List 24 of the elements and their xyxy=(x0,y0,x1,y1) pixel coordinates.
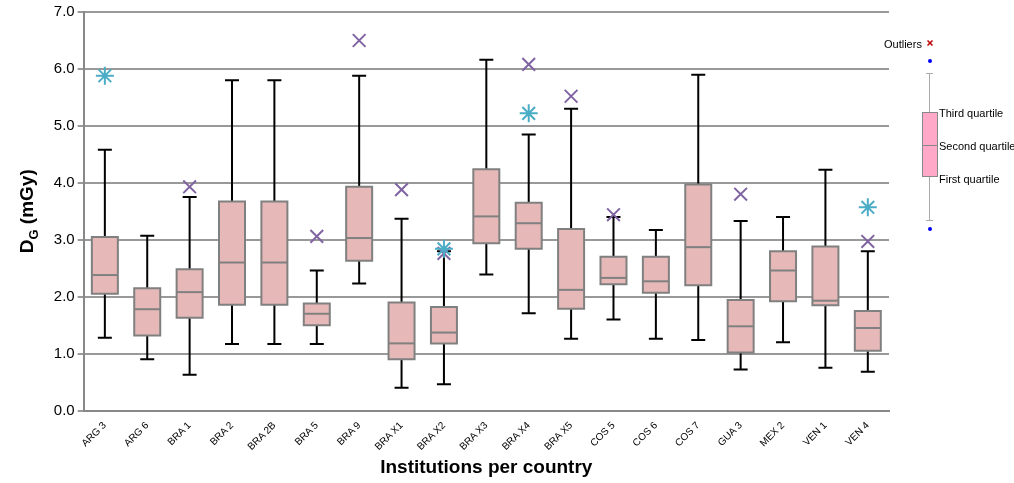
x-tick-label: BRA 2B xyxy=(245,419,278,452)
x-tick-label: BRA 5 xyxy=(292,419,321,448)
y-tick-label: 3.0 xyxy=(53,229,75,247)
annotation: Outliers xyxy=(884,38,922,50)
x-axis-title: Institutions per country xyxy=(380,455,593,477)
x-tick-label: BRA X2 xyxy=(414,419,448,452)
y-tick-label: 2.0 xyxy=(53,286,75,304)
x-tick-label: GUA 3 xyxy=(715,419,745,448)
x-tick-label: BRA X1 xyxy=(372,419,406,452)
y-tick-label: 7.0 xyxy=(53,2,75,20)
y-tick-label: 4.0 xyxy=(53,172,75,190)
y-tick-label: 0.0 xyxy=(53,400,75,418)
y-tick-label: 5.0 xyxy=(53,116,75,134)
y-tick-label: 6.0 xyxy=(53,59,75,77)
x-tick-label: BRA 1 xyxy=(165,419,194,448)
x-tick-label: VEN 4 xyxy=(842,419,872,448)
x-tick-label: BRA X4 xyxy=(499,419,533,452)
x-tick-label: BRA 9 xyxy=(334,419,363,448)
x-tick-label: BRA 2 xyxy=(207,419,236,448)
x-tick-label: BRA X3 xyxy=(457,419,490,452)
y-tick-label: 1.0 xyxy=(53,343,75,361)
x-tick-label: BRA X5 xyxy=(541,419,575,452)
y-axis-title: DG (mGy) xyxy=(16,169,41,254)
x-tick-label: VEN 1 xyxy=(800,419,830,448)
